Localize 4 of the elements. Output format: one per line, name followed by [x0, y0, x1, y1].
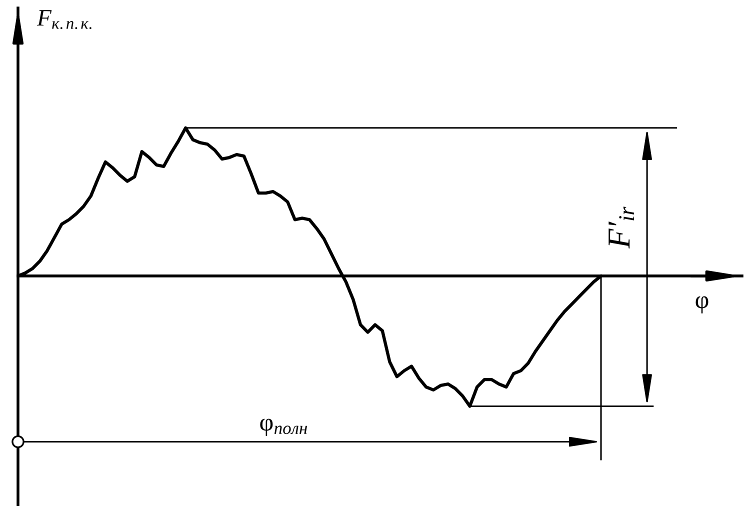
text: φ$_{полн}$ [260, 418, 308, 436]
y-axis-title: F$_{к.п.к.}$ [36, 10, 92, 30]
text: F′$_{ir}$ [608, 206, 634, 249]
x-axis-title: φ [696, 296, 708, 314]
